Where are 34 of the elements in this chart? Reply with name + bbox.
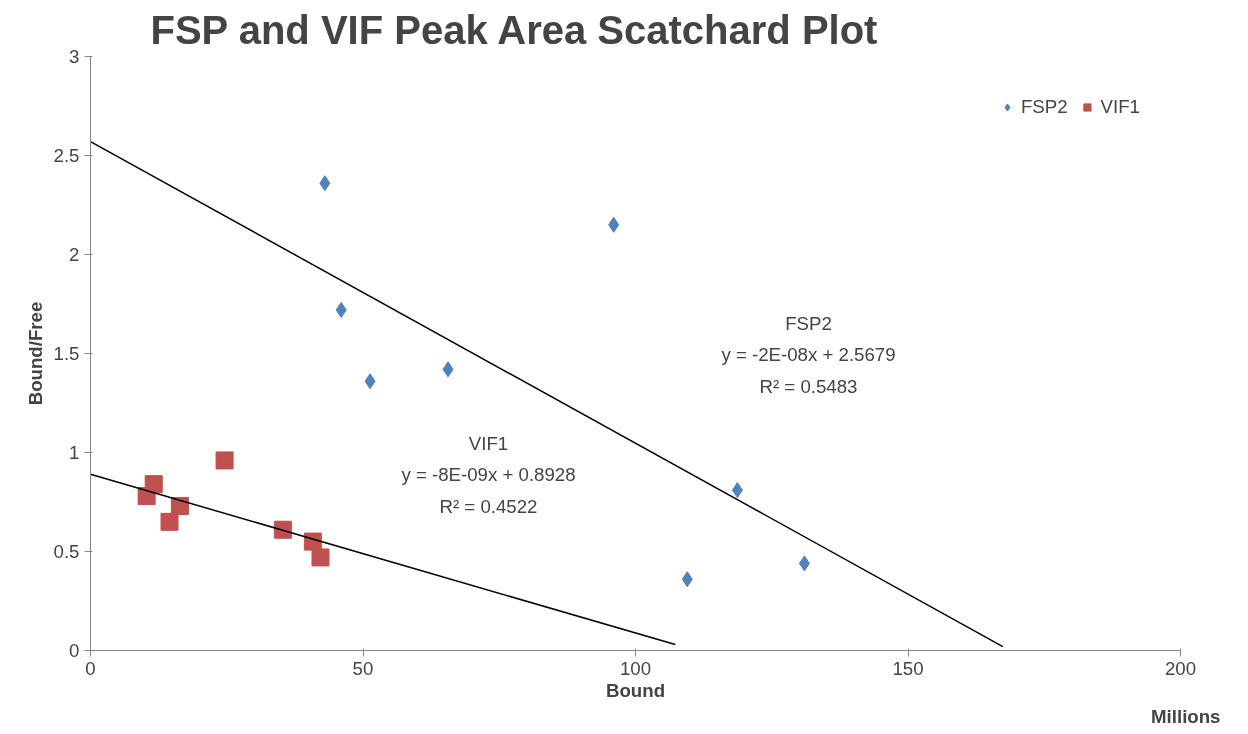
x-tick-label: 0 bbox=[85, 657, 96, 679]
point bbox=[364, 373, 376, 390]
y-tick-label: 1.5 bbox=[53, 343, 80, 364]
x-tick-label: 150 bbox=[892, 657, 924, 679]
point bbox=[144, 475, 163, 494]
y-tick-label: 3 bbox=[69, 46, 80, 67]
y-tick-label: 2 bbox=[69, 244, 80, 265]
y-tick-label: 2.5 bbox=[53, 145, 80, 166]
x-tick-label: 100 bbox=[619, 657, 652, 679]
point bbox=[681, 571, 693, 588]
point bbox=[442, 361, 454, 378]
legend-label: FSP2 bbox=[1020, 96, 1068, 118]
annotation: VIF1 y = -8E-09x + 0.8928 R² = 0.4522 bbox=[401, 432, 576, 517]
point bbox=[273, 520, 292, 539]
point bbox=[170, 496, 189, 515]
text: Millions bbox=[1151, 705, 1221, 727]
point bbox=[160, 512, 179, 531]
point bbox=[798, 555, 810, 572]
x-tick-label: 50 bbox=[352, 657, 374, 679]
y-tick-label: 0 bbox=[69, 640, 80, 661]
annotation: FSP2 y = -2E-08x + 2.5679 R² = 0.5483 bbox=[721, 312, 896, 397]
x-tick-label: 200 bbox=[1164, 657, 1197, 679]
point bbox=[215, 451, 234, 470]
point bbox=[608, 216, 620, 233]
point bbox=[335, 301, 347, 318]
point bbox=[731, 482, 743, 499]
chart-title: FSP and VIF Peak Area Scatchard Plot bbox=[150, 7, 878, 52]
y-tick-label: 0.5 bbox=[53, 541, 80, 562]
point bbox=[311, 548, 330, 567]
y-tick-label: 1 bbox=[69, 442, 80, 463]
point bbox=[319, 175, 331, 192]
y-axis-title: Bound/Free bbox=[24, 301, 46, 406]
legend-label: VIF1 bbox=[1100, 96, 1140, 118]
x-axis-title: Bound bbox=[605, 679, 666, 701]
